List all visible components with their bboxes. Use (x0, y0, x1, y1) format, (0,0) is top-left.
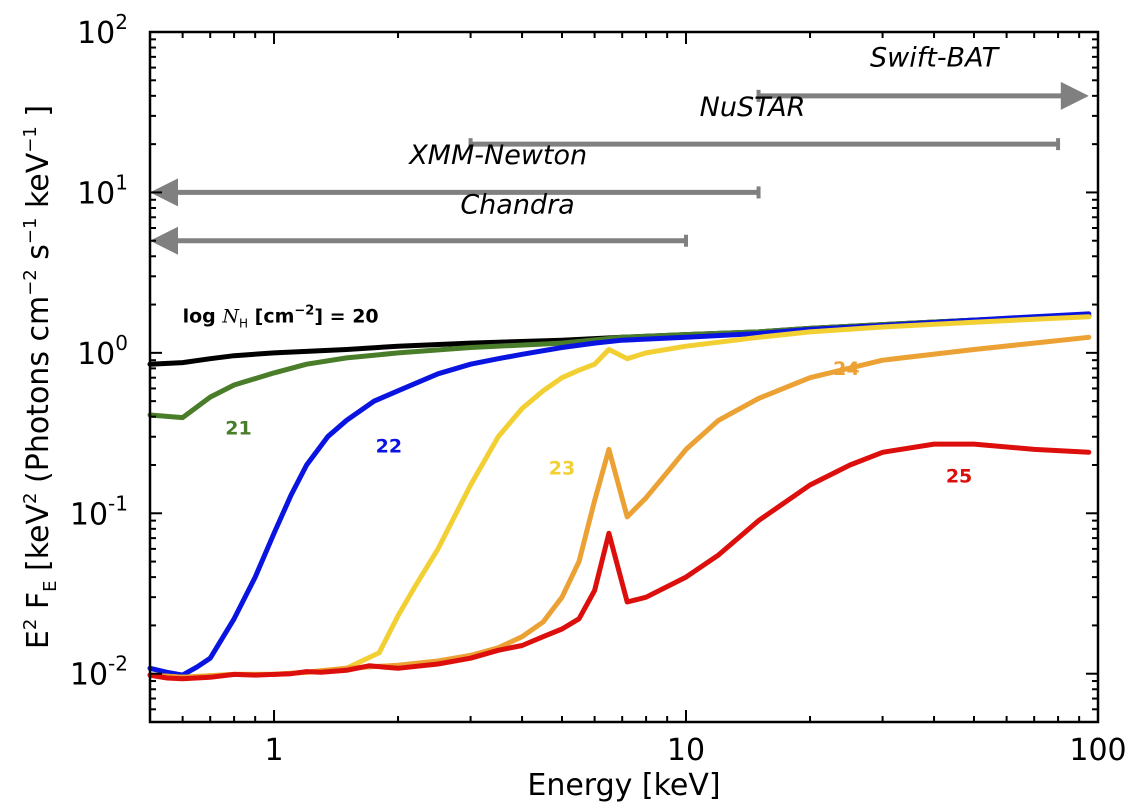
y-tick-label: 10-2 (70, 652, 128, 693)
y-tick-label: 102 (77, 10, 128, 51)
series-label-24: 24 (833, 358, 859, 380)
series-line-25 (147, 441, 1092, 682)
series-label-22: 22 (376, 435, 402, 457)
instrument-label: NuSTAR (700, 92, 806, 123)
x-tick-label: 100 (1069, 733, 1126, 768)
instrument-ranges: Swift-BAT NuSTAR XMM-Newton Chandra (150, 42, 1089, 255)
tick-labels: 1 10 100 10-2 10-1 100 101 102 (70, 10, 1127, 768)
instrument-arrow-head (1060, 81, 1089, 110)
series-line-22 (147, 311, 1092, 678)
series-label-23: 23 (549, 457, 575, 479)
series-label-25: 25 (946, 466, 972, 488)
y-axis-title: E2 FE [keV2 (Photons cm−2 s−1 keV−1 ] (20, 105, 61, 649)
series-label-21: 21 (225, 417, 251, 439)
x-tick-label: 10 (667, 733, 705, 768)
x-axis-title: Energy [keV] (527, 768, 720, 803)
y-tick-label: 10-1 (70, 491, 128, 532)
series-labels: log NH [cm−2] = 20 21 22 23 24 25 (183, 303, 973, 487)
y-tick-label: 101 (77, 170, 128, 211)
instrument-label: XMM-Newton (407, 140, 587, 171)
axis-ticks (149, 31, 1099, 723)
instrument-arrow-head (150, 178, 178, 207)
instrument-label: Chandra (460, 189, 574, 220)
series-lines (147, 311, 1092, 682)
instrument-label: Swift-BAT (870, 42, 1001, 73)
y-tick-label: 100 (77, 331, 128, 372)
x-tick-label: 1 (264, 733, 283, 768)
series-label-20: log NH [cm−2] = 20 (183, 303, 379, 330)
instrument-arrow-head (150, 226, 178, 255)
